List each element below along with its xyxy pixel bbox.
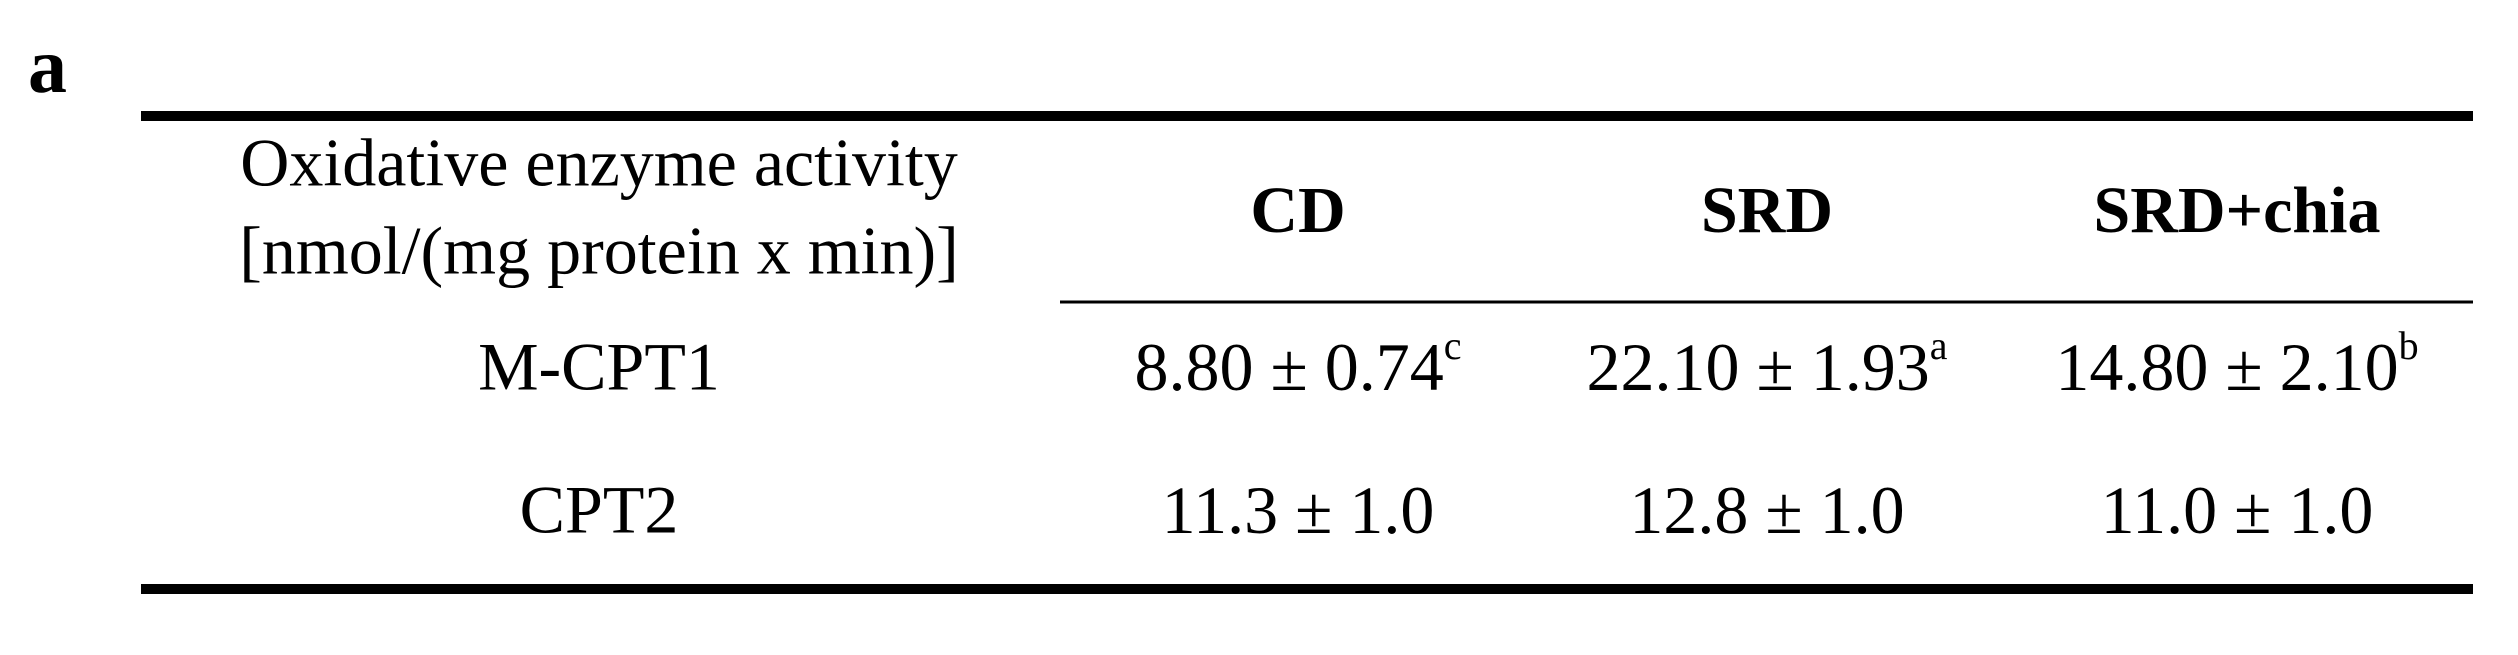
header-row-label: Oxidative enzyme activity [240, 125, 958, 201]
row-label: M-CPT1 [478, 329, 720, 405]
cell: 11.3 ± 1.0 [1162, 472, 1435, 548]
column-header: CD [1250, 174, 1345, 247]
cell-superscript: b [2399, 323, 2419, 368]
cell-value: 11.0 ± 1.0 [2101, 472, 2374, 548]
column-header: SRD+chia [2094, 174, 2381, 247]
cell: 11.0 ± 1.0 [2101, 472, 2374, 548]
panel-label: a [28, 22, 67, 109]
cell: 22.10 ± 1.93a [1586, 323, 1947, 404]
cell-superscript: a [1930, 323, 1948, 368]
cell-value: 11.3 ± 1.0 [1162, 472, 1435, 548]
cell: 14.80 ± 2.10b [2055, 323, 2418, 404]
cell: 12.8 ± 1.0 [1629, 472, 1904, 548]
cell-value: 22.10 ± 1.93 [1586, 329, 1929, 405]
header-row-label: [nmol/(mg protein x min)] [239, 213, 959, 289]
cell-value: 14.80 ± 2.10 [2055, 329, 2398, 405]
cell: 8.80 ± 0.74c [1134, 323, 1461, 404]
cell-value: 8.80 ± 0.74 [1134, 329, 1443, 405]
cell-value: 12.8 ± 1.0 [1629, 472, 1904, 548]
row-label: CPT2 [520, 472, 679, 548]
column-header: SRD [1701, 174, 1833, 247]
cell-superscript: c [1444, 323, 1462, 368]
